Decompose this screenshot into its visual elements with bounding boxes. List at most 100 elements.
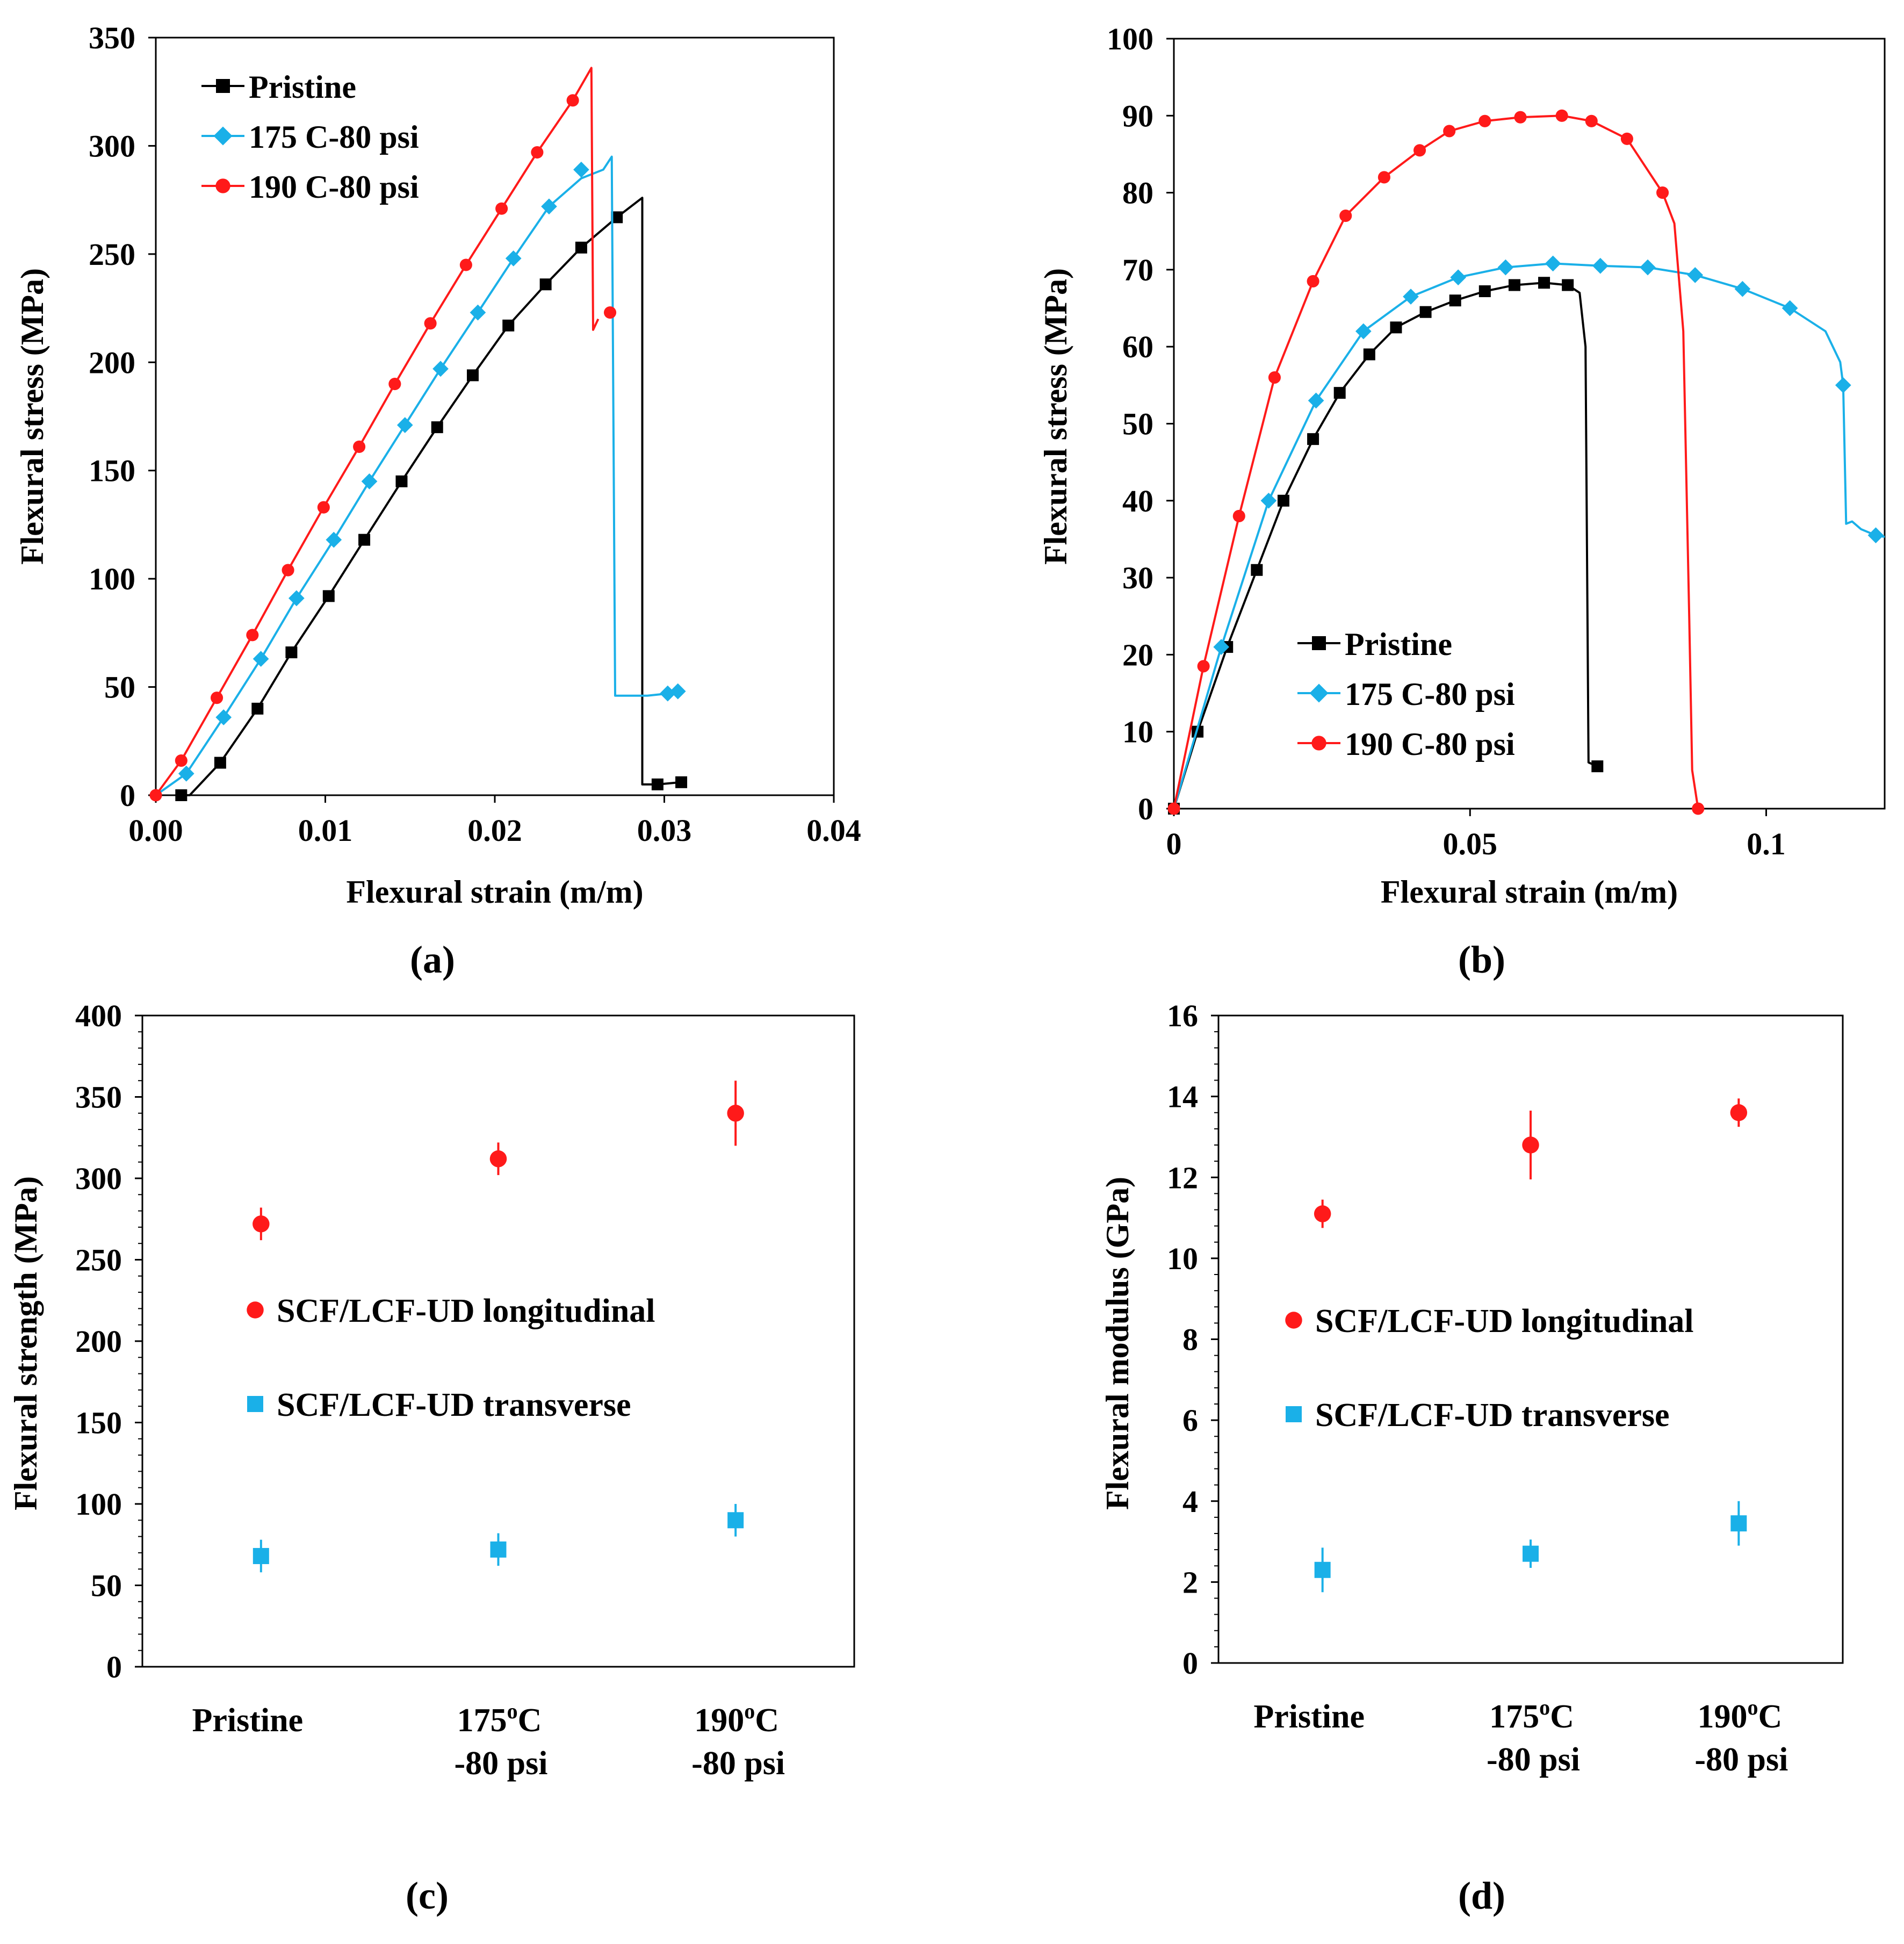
panel-caption: (a) [410, 938, 455, 981]
x-tick-label: 0.1 [1747, 826, 1786, 861]
y-tick-label: 8 [1182, 1322, 1198, 1357]
data-point [1640, 259, 1656, 276]
data-point [178, 765, 194, 782]
data-point [1403, 289, 1419, 305]
data-point [253, 651, 269, 667]
y-axis-label: Flexural stress (MPa) [1038, 268, 1073, 565]
data-point [575, 241, 587, 254]
data-point [1339, 210, 1352, 222]
data-point [1213, 639, 1230, 655]
chart-a: 0 50 100 150 200 250 300 350 Flexural stress (MP… [15, 20, 861, 981]
data-point [1197, 660, 1210, 673]
x-categories: Pristine 175oC -80 psi 190oC -80 psi [1253, 1695, 1788, 1778]
y-axis: 0 10 20 30 40 50 60 70 80 90 100 [1107, 21, 1174, 826]
category-label: 175oC [1489, 1695, 1574, 1735]
category-label: Pristine [192, 1702, 304, 1739]
series-line [1173, 114, 1699, 809]
series-diamond [155, 155, 686, 796]
y-tick-label: 16 [1167, 998, 1198, 1033]
legend-label: Pristine [249, 69, 356, 105]
data-point [1585, 114, 1598, 127]
data-point [253, 1215, 270, 1233]
legend: Pristine 175 C-80 psi 190 C-80 psi [1297, 627, 1515, 762]
legend-label: 190 C-80 psi [249, 169, 419, 205]
x-tick-label: 0.02 [467, 813, 522, 848]
data-point [1308, 392, 1324, 409]
y-tick-label: 10 [1122, 715, 1153, 750]
y-tick-label: 200 [89, 345, 135, 380]
chart-c: 0 50 100 150 200 250 300 350 400 Flexural strengt… [8, 998, 855, 1917]
data-point [253, 1547, 269, 1564]
panel-caption: (d) [1458, 1874, 1505, 1917]
legend-label: 175 C-80 psi [249, 119, 419, 155]
y-tick-label: 150 [89, 453, 135, 488]
data-point [1620, 132, 1633, 145]
series-square [1168, 277, 1604, 815]
category-label: Pristine [1253, 1698, 1365, 1735]
data-point [659, 685, 676, 702]
data-point [1307, 275, 1319, 287]
legend-marker [1309, 683, 1329, 703]
y-tick-label: 4 [1182, 1484, 1198, 1519]
legend-label: SCF/LCF-UD transverse [277, 1387, 631, 1423]
x-tick-label: 0.05 [1443, 826, 1498, 861]
y-tick-label: 300 [89, 128, 135, 163]
data-point [361, 473, 378, 489]
data-point [1277, 494, 1289, 507]
x-tick-label: 0.03 [637, 813, 692, 848]
data-point [175, 754, 187, 767]
y-tick-label: 0 [120, 778, 135, 813]
panel-caption: (b) [1458, 938, 1505, 981]
data-point [214, 757, 226, 769]
data-point [539, 278, 552, 291]
data-point [1260, 492, 1277, 509]
y-tick-label: 80 [1122, 176, 1153, 211]
x-axis: 0 0.05 0.1 [1166, 809, 1786, 861]
x-categories: Pristine 175oC -80 psi 190oC -80 psi [192, 1699, 785, 1782]
data-point [358, 534, 371, 546]
data-point [489, 1150, 507, 1168]
y-axis-label: Flexural stress (MPa) [15, 268, 50, 565]
data-point [246, 629, 259, 642]
data-point [1782, 300, 1798, 316]
x-tick-label: 0.01 [298, 813, 353, 848]
category-sublabel: -80 psi [1487, 1741, 1580, 1778]
data-point [1479, 114, 1491, 127]
data-point [495, 202, 508, 215]
y-tick-label: 200 [75, 1324, 122, 1359]
data-point [1377, 171, 1390, 184]
legend-label: SCF/LCF-UD longitudinal [277, 1293, 655, 1329]
legend: SCF/LCF-UD longitudinal SCF/LCF-UD transv… [1285, 1303, 1694, 1434]
chart-b: 0 10 20 30 40 50 60 70 80 90 100 Flexural stress (M… [1038, 21, 1886, 981]
series-circle [253, 1081, 744, 1241]
data-point [289, 590, 305, 607]
data-point [505, 250, 522, 267]
y-tick-label: 40 [1122, 484, 1153, 519]
y-axis: 0 50 100 150 200 250 300 350 400 [75, 998, 142, 1684]
series-diamond [1173, 255, 1885, 809]
y-tick-label: 30 [1122, 560, 1153, 595]
data-point [1734, 280, 1751, 297]
legend-label: Pristine [1345, 627, 1452, 662]
data-point [1413, 144, 1426, 157]
y-tick-label: 100 [1107, 21, 1153, 56]
data-point [1443, 125, 1456, 138]
series-square [253, 1504, 744, 1573]
data-point [727, 1105, 744, 1122]
y-tick-label: 60 [1122, 329, 1153, 364]
data-point [388, 378, 401, 391]
data-point [466, 369, 479, 381]
y-tick-label: 20 [1122, 637, 1153, 672]
legend-marker [215, 178, 230, 193]
category-label: 190oC [1697, 1695, 1782, 1735]
legend-marker [213, 126, 233, 146]
category-label: 175oC [457, 1699, 542, 1739]
y-tick-label: 250 [75, 1243, 122, 1278]
y-axis: 0 2 4 6 8 10 12 14 16 [1167, 998, 1218, 1681]
y-axis-label: Flexural modulus (GPa) [1100, 1177, 1135, 1510]
data-point [1508, 279, 1520, 291]
category-label: 190oC [694, 1699, 779, 1739]
data-point [326, 531, 342, 548]
y-tick-label: 250 [89, 237, 135, 272]
legend: SCF/LCF-UD longitudinal SCF/LCF-UD transv… [247, 1293, 655, 1423]
